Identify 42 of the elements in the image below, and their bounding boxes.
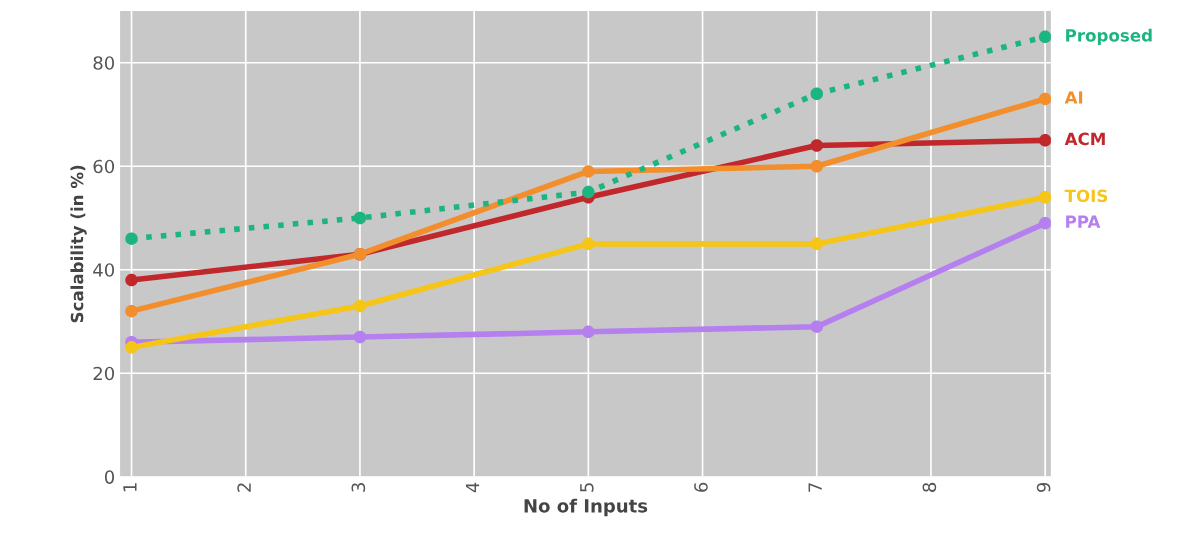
point [1038,30,1051,44]
point [810,320,823,333]
y-tick-label: 20 [93,366,115,381]
point [1038,92,1051,106]
x-tick-label: 1 [123,483,137,492]
point [1038,134,1051,147]
point [125,273,138,287]
point [810,87,823,101]
point [125,304,138,318]
point [810,159,823,173]
point [582,325,595,339]
point [1038,216,1051,230]
x-tick-label: 3 [351,483,366,492]
point [1038,191,1051,204]
y-axis-title: Scalability (in %) [70,165,87,323]
y-tick-label: 0 [104,470,115,484]
x-tick-label: 4 [465,482,480,493]
point [582,185,595,199]
x-axis-title: No of Inputs [524,498,648,517]
point [810,139,823,152]
x-tick-label: 2 [237,483,251,492]
x-tick-label: 7 [808,483,822,492]
point [353,299,367,313]
point [582,237,595,251]
series-label: AI [1064,91,1083,104]
y-tick-label: 80 [93,56,115,70]
point [810,237,823,251]
point [125,341,138,354]
y-tick-label: 40 [93,263,115,277]
point [582,165,595,178]
series-label: TOIS [1064,189,1108,203]
point [125,232,138,245]
point [353,330,367,344]
x-tick-label: 9 [1036,482,1051,492]
x-tick-label: 6 [694,482,708,492]
point [353,211,367,225]
series-label: Proposed [1066,28,1152,45]
x-tick-label: 8 [922,482,937,492]
series-label: PPA [1066,215,1101,228]
y-tick-label: 60 [93,159,115,174]
x-tick-label: 5 [580,483,594,492]
series-label: ACM [1064,132,1105,146]
